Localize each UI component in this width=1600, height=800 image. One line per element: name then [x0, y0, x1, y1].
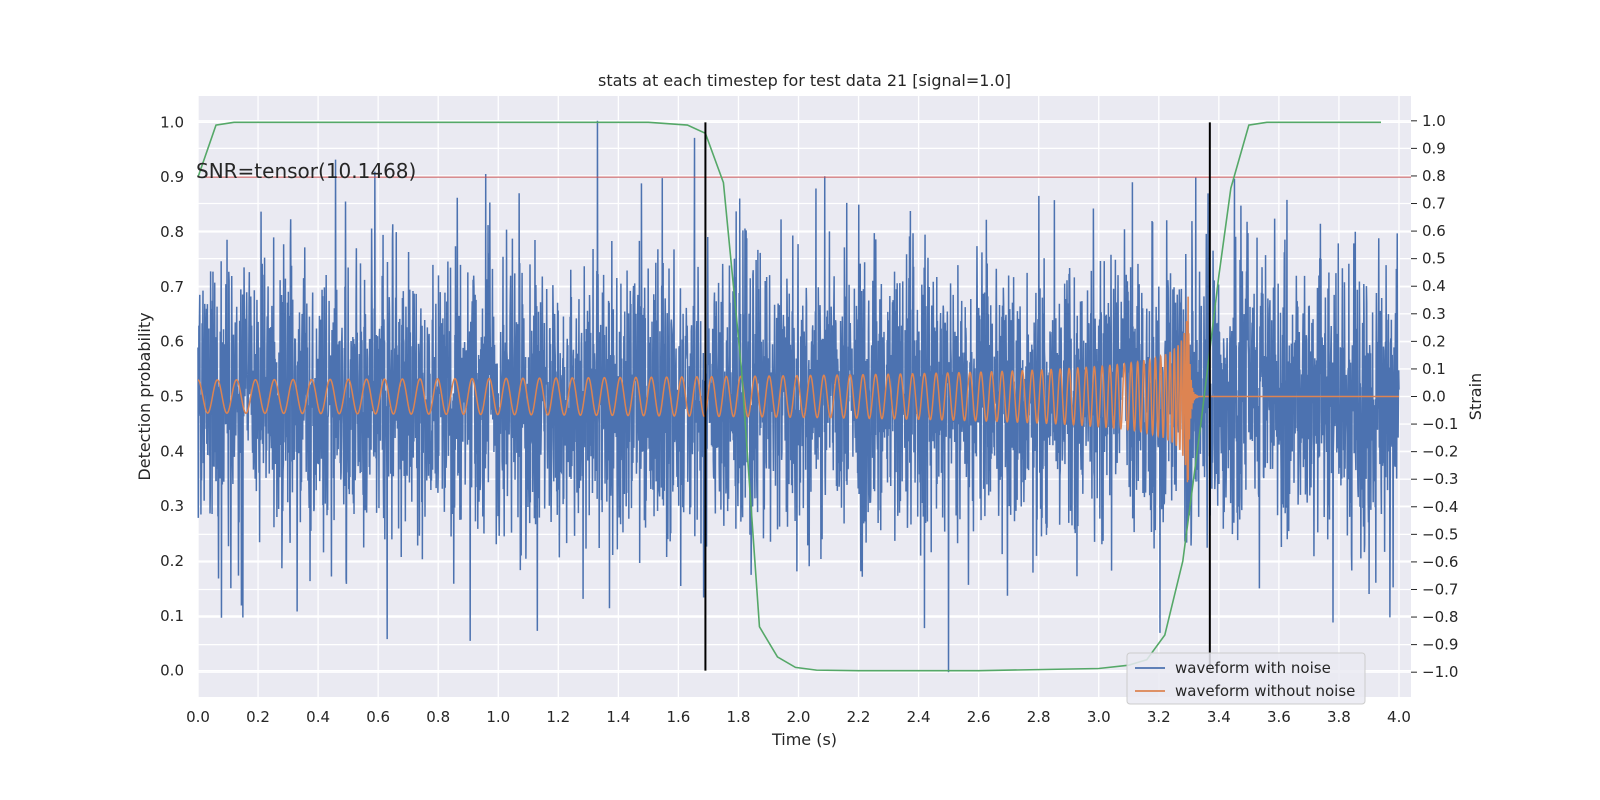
y-tick-label-left: 0.0 — [160, 662, 184, 680]
x-tick-label: 3.4 — [1207, 708, 1231, 726]
x-tick-label: 3.0 — [1087, 708, 1111, 726]
y-tick-label-left: 0.6 — [160, 333, 184, 351]
x-tick-label: 1.0 — [486, 708, 510, 726]
y-tick-label-left: 0.5 — [160, 388, 184, 406]
snr-annotation: SNR=tensor(10.1468) — [196, 159, 416, 183]
x-tick-label: 3.8 — [1327, 708, 1351, 726]
y-axis-label-right: Strain — [1466, 373, 1485, 420]
y-tick-label-right: −0.9 — [1422, 636, 1458, 654]
x-axis-label: Time (s) — [771, 730, 837, 749]
series-detection-probability — [197, 121, 1381, 672]
x-tick-label: 3.6 — [1267, 708, 1291, 726]
x-tick-label: 0.0 — [186, 708, 210, 726]
y-tick-label-right: 0.6 — [1422, 222, 1446, 240]
legend-label-clean: waveform without noise — [1175, 682, 1355, 700]
y-tick-label-left: 0.9 — [160, 168, 184, 186]
x-tick-label: 2.4 — [907, 708, 931, 726]
y-tick-label-left: 0.7 — [160, 278, 184, 296]
x-tick-label: 2.0 — [787, 708, 811, 726]
x-tick-label: 4.0 — [1387, 708, 1411, 726]
y-tick-label-right: 0.5 — [1422, 250, 1446, 268]
y-tick-label-right: 0.4 — [1422, 277, 1446, 295]
y-tick-label-left: 0.2 — [160, 552, 184, 570]
x-tick-label: 1.8 — [727, 708, 751, 726]
x-tick-label: 1.2 — [546, 708, 570, 726]
y-tick-label-right: −0.1 — [1422, 415, 1458, 433]
y-tick-label-right: −0.2 — [1422, 443, 1458, 461]
x-tick-label: 0.6 — [366, 708, 390, 726]
y-tick-label-right: −1.0 — [1422, 663, 1458, 681]
y-tick-label-right: −0.4 — [1422, 498, 1458, 516]
y-tick-label-right: −0.5 — [1422, 525, 1458, 543]
legend-label-noise: waveform with noise — [1175, 659, 1331, 677]
x-tick-label: 1.6 — [666, 708, 690, 726]
series-waveform-without-noise — [197, 296, 1399, 483]
x-tick-label: 0.2 — [246, 708, 270, 726]
x-tick-label: 2.6 — [967, 708, 991, 726]
y-tick-label-left: 1.0 — [160, 113, 184, 131]
x-tick-label: 2.2 — [847, 708, 871, 726]
x-tick-label: 1.4 — [606, 708, 630, 726]
y-tick-label-right: 0.0 — [1422, 388, 1446, 406]
chart-title: stats at each timestep for test data 21 … — [598, 71, 1011, 90]
axis-ticks: 0.0 0.2 0.4 0.6 0.8 1.0 1.2 1.4 1.6 1.8 2.0 2.2 2.4 2… — [160, 112, 1458, 726]
y-tick-label-right: −0.6 — [1422, 553, 1458, 571]
x-tick-label: 0.8 — [426, 708, 450, 726]
y-tick-label-right: 0.3 — [1422, 305, 1446, 323]
legend-box — [1126, 652, 1366, 705]
y-tick-label-right: 0.7 — [1422, 195, 1446, 213]
y-tick-label-right: 0.1 — [1422, 360, 1446, 378]
y-tick-label-right: 1.0 — [1422, 112, 1446, 130]
y-tick-label-right: −0.8 — [1422, 608, 1458, 626]
x-tick-label: 0.4 — [306, 708, 330, 726]
legend: waveform with noise waveform without noi… — [1126, 652, 1366, 705]
plot-series — [197, 120, 1411, 673]
y-tick-label-left: 0.1 — [160, 607, 184, 625]
y-tick-label-right: 0.9 — [1422, 139, 1446, 157]
x-tick-label: 3.2 — [1147, 708, 1171, 726]
y-tick-label-right: 0.8 — [1422, 167, 1446, 185]
y-tick-label-left: 0.3 — [160, 497, 184, 515]
y-tick-label-right: 0.2 — [1422, 332, 1446, 350]
x-tick-label: 2.8 — [1027, 708, 1051, 726]
y-axis-label-left: Detection probability — [135, 312, 154, 480]
y-tick-label-left: 0.4 — [160, 442, 184, 460]
y-tick-label-right: −0.3 — [1422, 470, 1458, 488]
y-tick-label-left: 0.8 — [160, 223, 184, 241]
y-tick-label-right: −0.7 — [1422, 580, 1458, 598]
